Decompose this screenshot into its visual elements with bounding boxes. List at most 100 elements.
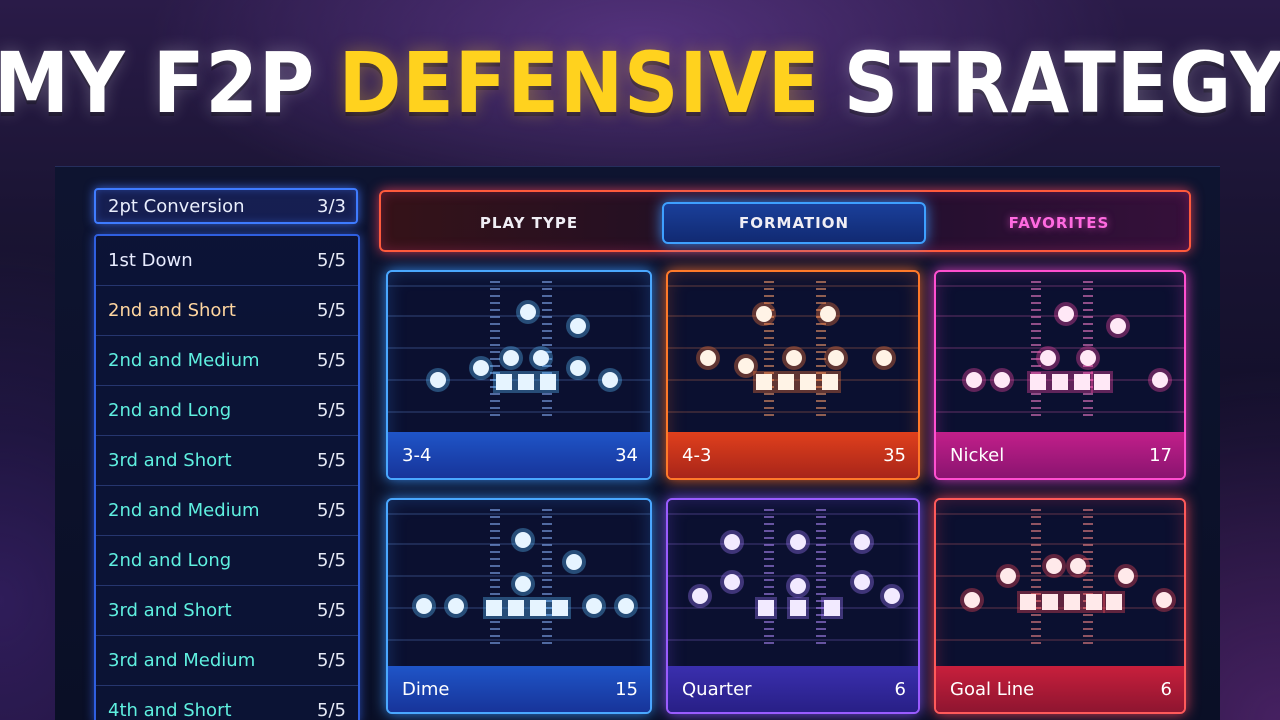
defender-dot (570, 360, 586, 376)
situation-item[interactable]: 2nd and Medium 5/5 (96, 336, 358, 386)
lineman-square (486, 600, 502, 616)
lineman-square (1106, 594, 1122, 610)
headline-part3: STRATEGY (843, 34, 1280, 132)
sidebar-selected-label: 2pt Conversion (108, 195, 245, 217)
defender-dot (1110, 318, 1126, 334)
formation-card-dime[interactable]: Dime 15 (386, 498, 652, 714)
formation-card-nickel[interactable]: Nickel 17 (934, 270, 1186, 480)
situation-item[interactable]: 2nd and Long 5/5 (96, 536, 358, 586)
defender-dot (1046, 558, 1062, 574)
formation-card-goal-line[interactable]: Goal Line 6 (934, 498, 1186, 714)
formation-count: 15 (615, 678, 638, 700)
formation-card-quarter[interactable]: Quarter 6 (666, 498, 920, 714)
headline: MY F2P DEFENSIVE STRATEGY (0, 18, 1280, 148)
defender-dot (602, 372, 618, 388)
situation-count: 5/5 (317, 550, 346, 571)
lineman-square (756, 374, 772, 390)
defender-dot (515, 532, 531, 548)
defender-dot (566, 554, 582, 570)
situation-count: 5/5 (317, 600, 346, 621)
situation-label: 4th and Short (108, 700, 232, 720)
formation-name: Goal Line (950, 678, 1035, 700)
situation-count: 5/5 (317, 400, 346, 421)
situation-item[interactable]: 2nd and Medium 5/5 (96, 486, 358, 536)
lineman-square (1052, 374, 1068, 390)
situation-list: 1st Down 5/5 2nd and Short 5/5 2nd and Med… (94, 234, 360, 720)
formation-diagram (668, 281, 918, 416)
defender-dot (724, 574, 740, 590)
defender-dot (1118, 568, 1134, 584)
defender-dot (828, 350, 844, 366)
lineman-square (508, 600, 524, 616)
defender-dot (854, 534, 870, 550)
situation-item[interactable]: 1st Down 5/5 (96, 236, 358, 286)
defender-dot (756, 306, 772, 322)
defender-dot (1058, 306, 1074, 322)
headline-part2: DEFENSIVE (338, 34, 821, 132)
situation-count: 5/5 (317, 250, 346, 271)
situation-item[interactable]: 4th and Short 5/5 (96, 686, 358, 720)
situation-count: 5/5 (317, 650, 346, 671)
formation-name: Dime (402, 678, 450, 700)
lineman-square (1094, 374, 1110, 390)
defender-dot (790, 534, 806, 550)
lineman-square (1030, 374, 1046, 390)
situation-label: 3rd and Short (108, 600, 232, 621)
situation-item[interactable]: 2nd and Long 5/5 (96, 386, 358, 436)
lineman-square (1064, 594, 1080, 610)
formation-count: 35 (883, 444, 906, 466)
tab-favorites[interactable]: FAVORITES (1008, 214, 1110, 232)
defender-dot (790, 578, 806, 594)
tab-formation[interactable]: FORMATION (662, 202, 926, 244)
formation-diagram (388, 509, 650, 644)
tab-bar: PLAY TYPE FORMATION FAVORITES (379, 190, 1191, 252)
lineman-square (496, 374, 512, 390)
situation-label: 2nd and Short (108, 300, 236, 321)
lineman-square (824, 600, 840, 616)
formation-count: 6 (894, 678, 906, 700)
defender-dot (1040, 350, 1056, 366)
defender-dot (1080, 350, 1096, 366)
defender-dot (994, 372, 1010, 388)
situation-item[interactable]: 3rd and Medium 5/5 (96, 636, 358, 686)
lineman-square (540, 374, 556, 390)
situation-label: 2nd and Medium (108, 350, 260, 371)
lineman-square (758, 600, 774, 616)
defender-dot (692, 588, 708, 604)
defender-dot (724, 534, 740, 550)
lineman-square (800, 374, 816, 390)
formation-name: Quarter (682, 678, 752, 700)
defender-dot (520, 304, 536, 320)
defender-dot (700, 350, 716, 366)
defender-dot (1152, 372, 1168, 388)
defender-dot (430, 372, 446, 388)
formation-count: 6 (1160, 678, 1172, 700)
formation-card-3-4[interactable]: 3-4 34 (386, 270, 652, 480)
formation-name: 3-4 (402, 444, 432, 466)
situation-count: 5/5 (317, 700, 346, 720)
formation-card-4-3[interactable]: 4-3 35 (666, 270, 920, 480)
defender-dot (515, 576, 531, 592)
situation-item[interactable]: 2nd and Short 5/5 (96, 286, 358, 336)
defender-dot (586, 598, 602, 614)
formation-count: 17 (1149, 444, 1172, 466)
lineman-square (1074, 374, 1090, 390)
lineman-square (518, 374, 534, 390)
lineman-square (778, 374, 794, 390)
situation-item[interactable]: 3rd and Short 5/5 (96, 586, 358, 636)
tab-play-type[interactable]: PLAY TYPE (479, 214, 579, 232)
defender-dot (503, 350, 519, 366)
situation-item[interactable]: 3rd and Short 5/5 (96, 436, 358, 486)
situation-count: 5/5 (317, 350, 346, 371)
lineman-square (1042, 594, 1058, 610)
defender-dot (738, 358, 754, 374)
lineman-square (1086, 594, 1102, 610)
lineman-square (790, 600, 806, 616)
formation-diagram (388, 281, 650, 416)
lineman-square (1020, 594, 1036, 610)
formation-name: 4-3 (682, 444, 712, 466)
defender-dot (618, 598, 634, 614)
formation-diagram (668, 509, 918, 644)
sidebar-selected-item[interactable]: 2pt Conversion 3/3 (94, 188, 358, 224)
lineman-square (530, 600, 546, 616)
